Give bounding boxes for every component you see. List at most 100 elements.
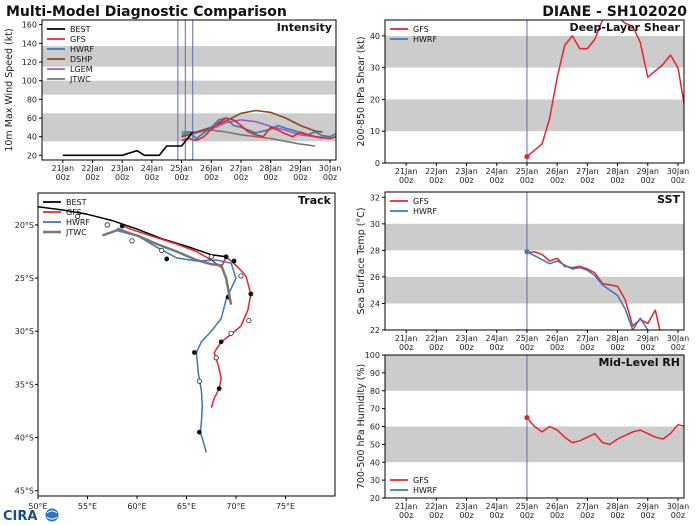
rh-x-tick-label: 00z: [580, 511, 594, 520]
rh-title: Mid-Level RH: [598, 356, 680, 369]
shear-x-tick-label: 28Jan: [606, 167, 629, 176]
rh-x-tick-label: 00z: [520, 511, 534, 520]
rh-x-tick-label: 26Jan: [546, 502, 569, 511]
rh-x-tick-label: 00z: [399, 511, 413, 520]
track-gfs-marker: [119, 223, 125, 229]
intensity-x-tick-label: 25Jan: [170, 164, 193, 173]
intensity-x-tick-label: 00z: [263, 173, 277, 182]
rh-x-tick-label: 00z: [610, 511, 624, 520]
shear-x-tick-label: 00z: [550, 176, 564, 185]
sst-band: [385, 223, 684, 251]
intensity-y-tick-label: 80: [27, 95, 37, 104]
rh-panel: Mid-Level RH21Jan00z22Jan00z23Jan00z24Ja…: [356, 351, 689, 520]
track-position-marker: [208, 254, 214, 260]
rh-x-tick-label: 28Jan: [606, 502, 629, 511]
rh-x-tick-label: 29Jan: [636, 502, 659, 511]
sst-y-tick-label: 28: [370, 246, 380, 255]
rh-band: [385, 355, 684, 391]
track-series-best: [38, 206, 227, 258]
shear-x-tick-label: 00z: [641, 176, 655, 185]
intensity-legend-label-lgem: LGEM: [70, 65, 93, 74]
shear-x-tick-label: 00z: [671, 176, 685, 185]
rh-x-tick-label: 00z: [641, 511, 655, 520]
cira-logo-text: CIRA: [3, 509, 37, 524]
sst-x-tick-label: 29Jan: [636, 334, 659, 343]
shear-start-marker: [524, 154, 530, 160]
intensity-y-tick-label: 140: [22, 39, 37, 48]
rh-y-label: 700-500 hPa Humidity (%): [356, 364, 367, 489]
track-position-marker: [159, 247, 165, 254]
sst-x-tick-label: 00z: [550, 343, 564, 352]
track-position-marker: [104, 222, 110, 228]
intensity-x-tick-label: 28Jan: [259, 164, 282, 173]
track-gfs-marker: [223, 254, 229, 260]
intensity-x-tick-label: 00z: [293, 173, 307, 182]
sst-x-tick-label: 00z: [671, 343, 685, 352]
intensity-legend-label-hwrf: HWRF: [70, 45, 94, 54]
intensity-x-tick-label: 00z: [174, 173, 188, 182]
track-position-marker: [129, 238, 135, 244]
track-y-tick-label: 25°S: [15, 274, 34, 283]
sst-y-tick-label: 24: [370, 299, 380, 308]
sst-y-tick-label: 26: [370, 273, 380, 282]
sst-x-tick-label: 00z: [490, 343, 504, 352]
shear-x-tick-label: 29Jan: [636, 167, 659, 176]
intensity-x-tick-label: 00z: [115, 173, 129, 182]
shear-y-tick-label: 30: [370, 64, 380, 73]
shear-x-tick-label: 00z: [490, 176, 504, 185]
figure-title: Multi-Model Diagnostic Comparison: [6, 4, 287, 20]
intensity-title: Intensity: [277, 21, 332, 34]
intensity-x-tick-label: 00z: [323, 173, 337, 182]
track-x-tick-label: 55°E: [78, 502, 97, 511]
rh-y-tick-label: 40: [370, 458, 380, 467]
intensity-x-tick-label: 24Jan: [141, 164, 164, 173]
track-series-jtwc: [101, 228, 233, 305]
sst-x-tick-label: 00z: [399, 343, 413, 352]
rh-y-tick-label: 60: [370, 423, 380, 432]
sst-legend-label-gfs: GFS: [413, 197, 429, 206]
rh-x-tick-label: 25Jan: [516, 502, 539, 511]
track-y-tick-label: 35°S: [15, 380, 34, 389]
track-x-tick-label: 75°E: [276, 502, 295, 511]
intensity-y-tick-label: 40: [27, 133, 37, 142]
track-x-tick-label: 60°E: [127, 502, 146, 511]
track-position-marker: [238, 273, 244, 279]
track-frame: [37, 192, 336, 497]
cira-logo: CIRA: [3, 508, 59, 524]
shear-x-tick-label: 30Jan: [667, 167, 690, 176]
rh-y-tick-label: 90: [370, 369, 380, 378]
intensity-x-tick-label: 30Jan: [319, 164, 342, 173]
track-series-hwrf: [116, 227, 237, 453]
sst-x-tick-label: 24Jan: [485, 334, 508, 343]
track-x-tick-label: 65°E: [177, 502, 196, 511]
track-y-tick-label: 40°S: [15, 434, 34, 443]
rh-legend-label-gfs: GFS: [413, 476, 429, 485]
sst-x-tick-label: 00z: [520, 343, 534, 352]
sst-x-tick-label: 00z: [580, 343, 594, 352]
intensity-y-tick-label: 20: [27, 151, 37, 160]
sst-frame: [384, 191, 685, 331]
rh-x-tick-label: 21Jan: [395, 502, 418, 511]
shear-x-tick-label: 27Jan: [576, 167, 599, 176]
intensity-y-tick-label: 100: [22, 77, 37, 86]
intensity-legend-label-gfs: GFS: [70, 35, 86, 44]
sst-x-tick-label: 23Jan: [455, 334, 478, 343]
shear-x-tick-label: 25Jan: [516, 167, 539, 176]
rh-y-tick-label: 100: [365, 351, 380, 360]
sst-y-tick-label: 30: [370, 220, 380, 229]
intensity-series-hwrf: [181, 117, 336, 140]
intensity-y-tick-label: 160: [22, 21, 37, 30]
shear-band: [385, 99, 684, 132]
intensity-frame: [41, 19, 337, 161]
shear-panel: Deep-Layer Shear21Jan00z22Jan00z23Jan00z…: [356, 19, 690, 185]
rh-x-tick-label: 22Jan: [425, 502, 448, 511]
intensity-plot-area: [42, 20, 336, 160]
intensity-x-tick-label: 00z: [56, 173, 70, 182]
sst-x-tick-label: 00z: [459, 343, 473, 352]
storm-id: DIANE - SH102020: [542, 4, 687, 20]
intensity-x-tick-label: 21Jan: [52, 164, 75, 173]
sst-series-hwrf: [526, 251, 649, 330]
sst-legend-label-hwrf: HWRF: [413, 207, 437, 216]
track-y-tick-label: 20°S: [15, 221, 34, 230]
shear-x-tick-label: 00z: [520, 176, 534, 185]
